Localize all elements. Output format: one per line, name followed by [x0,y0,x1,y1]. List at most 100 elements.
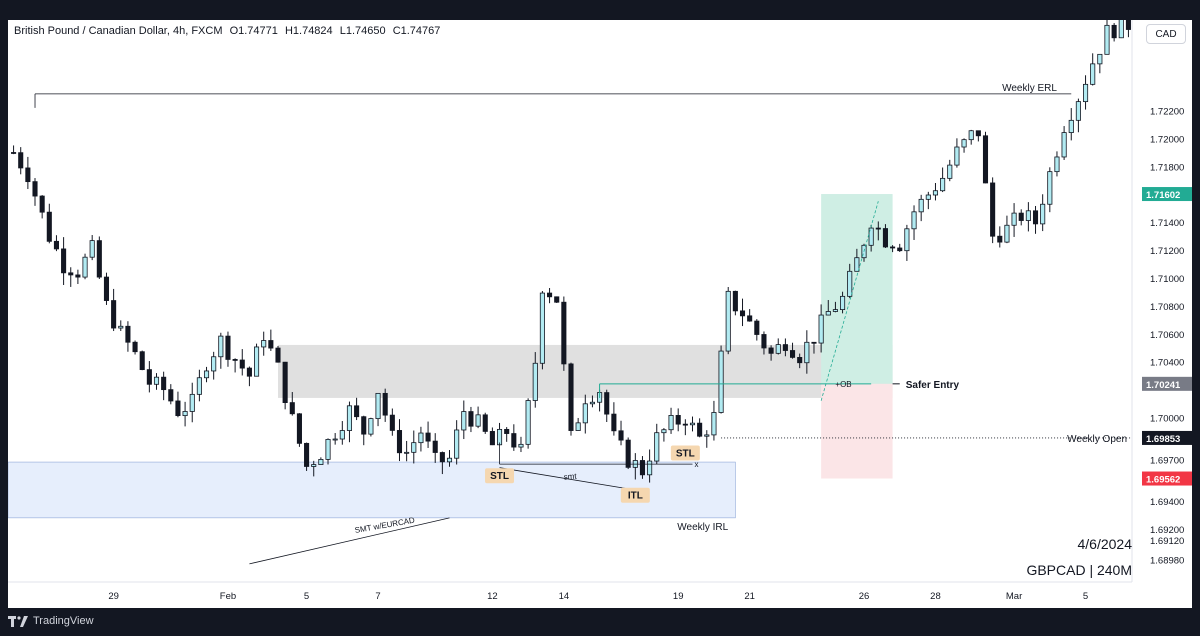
bullish-candle [1083,83,1089,103]
price-tick-label: 1.68980 [1150,556,1184,567]
bearish-candle [282,361,288,403]
time-tick-label: 5 [1083,591,1088,602]
bearish-candle [304,442,310,467]
bearish-candle [296,413,302,444]
take-profit-zone [821,194,893,384]
chart-panel[interactable]: Weekly ERL Weekly IRL Weekly Open +OB Safer … [8,20,1192,608]
stl-right-label-bg [670,445,700,461]
stl-left-label: STL [490,471,509,482]
price-axis: 1.72200 1.72000 1.71800 1.71400 1.71200 1.710… [1131,20,1192,582]
bearish-candle [175,400,181,417]
bullish-candle [904,228,910,252]
bullish-candle [1118,20,1124,39]
open-value: O1.74771 [229,25,278,37]
bearish-candle [146,369,152,385]
tradingview-brand: TradingView [33,615,94,627]
time-tick-label: 26 [859,591,870,602]
price-tick-label: 1.71800 [1150,162,1184,173]
bearish-candle [482,414,488,432]
bearish-candle [432,440,438,453]
stl-x-mark: x [694,460,698,469]
bearish-candle [1032,210,1039,225]
smt-line [499,467,636,491]
bearish-candle [789,350,796,358]
bearish-candle [18,152,24,169]
bearish-candle [275,347,281,363]
tradingview-logo[interactable]: TradingView [8,615,94,627]
itl-label-bg [620,487,650,503]
low-value: L1.74650 [339,25,386,37]
bullish-candle [804,341,810,364]
stl-right-label: STL [676,448,695,459]
bullish-candle [346,405,353,431]
bullish-candle [925,194,931,200]
bearish-candle [611,413,617,432]
bearish-candle [396,430,403,454]
bullish-candle [1097,53,1103,65]
bullish-candle [475,414,481,427]
bullish-candle [1104,24,1110,55]
price-chart[interactable]: Weekly ERL Weekly IRL Weekly Open +OB Safer … [8,20,1192,608]
currency-button[interactable]: CAD [1146,24,1186,44]
bullish-candle [582,403,588,424]
projection-line [820,201,879,401]
price-label-bg [1142,471,1192,486]
weekly-irl-label: Weekly IRL [677,522,728,533]
price-tick-label: 1.71200 [1150,246,1184,257]
bullish-candle [82,256,88,278]
price-label: 1.69562 [1146,475,1180,486]
bearish-candle [132,341,138,353]
price-tick-label: 1.69200 [1150,525,1184,536]
time-tick-label: 21 [744,591,755,602]
bullish-candle [725,290,731,352]
price-tick-label: 1.69120 [1150,536,1184,547]
bullish-candle [411,442,417,453]
bearish-candle [625,439,631,468]
bearish-candle [382,392,388,416]
bullish-candle [1040,203,1046,225]
candles-layer [11,20,1131,483]
bearish-candle [53,240,59,250]
bearish-candle [675,415,681,425]
bullish-candle [1075,101,1081,121]
time-tick-label: Mar [1006,591,1022,602]
bullish-candle [954,146,960,166]
bullish-candle [196,377,202,395]
bearish-candle [1125,20,1131,30]
bearish-candle [468,411,474,427]
bearish-candle [139,351,145,371]
bearish-candle [604,392,610,415]
bullish-candle [182,411,188,417]
bearish-candle [111,300,117,329]
bullish-candle [825,311,831,316]
footer-bar [0,608,1200,636]
bearish-candle [32,181,38,197]
price-tick-label: 1.69400 [1150,497,1184,508]
bearish-candle [161,376,167,391]
bearish-candle [697,422,703,437]
bearish-candle [246,367,252,377]
bullish-candle [89,240,95,258]
bullish-candle [461,411,467,431]
bullish-candle [375,392,381,420]
bullish-candle [689,422,696,426]
price-label-bg [1142,187,1192,202]
bearish-candle [232,359,238,361]
bearish-candle [389,414,395,431]
bearish-candle [561,301,567,365]
price-tick-label: 1.72000 [1150,135,1184,146]
bullish-candle [1047,171,1053,205]
bullish-candle [654,432,660,462]
bullish-candle [1004,224,1010,243]
bearish-candle [897,247,903,252]
itl-label: ITL [628,491,643,502]
bullish-candle [211,356,217,372]
price-tick-label: 1.69700 [1150,455,1184,466]
bullish-candle [940,177,946,192]
bearish-candle [239,359,245,369]
time-tick-label: 28 [930,591,941,602]
bearish-candle [439,452,445,463]
bullish-candle [1068,119,1074,133]
time-tick-label: 12 [487,591,498,602]
